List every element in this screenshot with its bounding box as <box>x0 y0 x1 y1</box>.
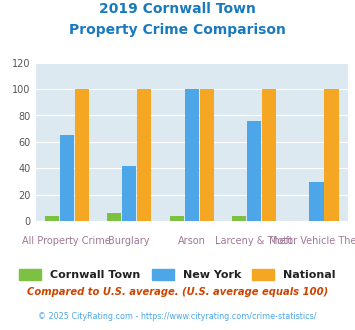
Text: Motor Vehicle Theft: Motor Vehicle Theft <box>269 236 355 246</box>
Bar <box>324 89 339 221</box>
Bar <box>232 216 246 221</box>
Bar <box>310 182 324 221</box>
Bar <box>45 216 59 221</box>
Text: Compared to U.S. average. (U.S. average equals 100): Compared to U.S. average. (U.S. average … <box>27 287 328 297</box>
Text: Larceny & Theft: Larceny & Theft <box>215 236 293 246</box>
Text: 2019 Cornwall Town: 2019 Cornwall Town <box>99 2 256 16</box>
Text: Burglary: Burglary <box>109 236 150 246</box>
Text: All Property Crime: All Property Crime <box>22 236 111 246</box>
Bar <box>200 89 214 221</box>
Text: Arson: Arson <box>178 236 206 246</box>
Legend: Cornwall Town, New York, National: Cornwall Town, New York, National <box>15 265 340 284</box>
Bar <box>247 121 261 221</box>
Bar <box>122 166 136 221</box>
Text: © 2025 CityRating.com - https://www.cityrating.com/crime-statistics/: © 2025 CityRating.com - https://www.city… <box>38 312 317 321</box>
Bar <box>137 89 151 221</box>
Bar <box>107 213 121 221</box>
Text: Property Crime Comparison: Property Crime Comparison <box>69 23 286 37</box>
Bar <box>262 89 276 221</box>
Bar <box>185 89 199 221</box>
Bar <box>170 216 184 221</box>
Bar <box>75 89 89 221</box>
Bar <box>60 135 74 221</box>
